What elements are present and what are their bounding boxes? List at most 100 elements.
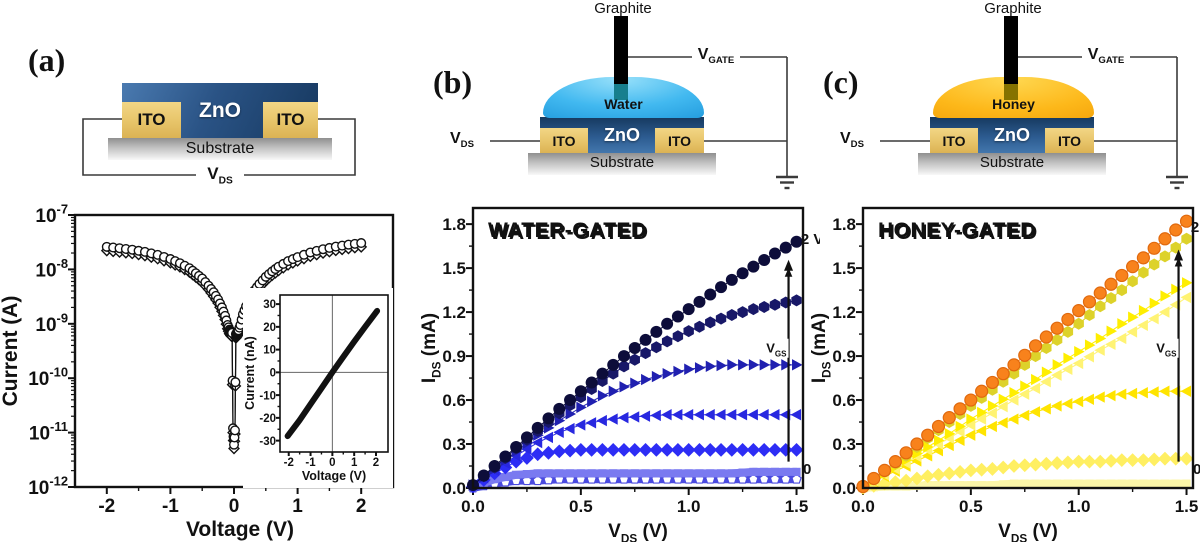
svg-text:Current (nA): Current (nA) — [243, 336, 257, 410]
axes-b: 0.0 0.5 1.0 1.5 0.0 0.3 0.6 0.9 1.2 1.5 1.8 VDS (V)… — [419, 215, 808, 542]
ito-contact-left: ITO — [930, 128, 978, 153]
series-b — [466, 235, 804, 494]
zno-text: ZnO — [199, 98, 241, 122]
vds-subscript: DS — [218, 175, 233, 187]
annotations-b: VGS 2 V 0 — [762, 231, 823, 478]
svg-text:0: 0 — [229, 496, 240, 517]
panel-b-schematic: Substrate ZnO ITO ITO Water Graphite VDS… — [400, 0, 800, 195]
substrate-layer: Substrate — [528, 153, 716, 175]
panel-b-letter: (b) — [433, 64, 473, 100]
svg-text:HONEY-GATED: HONEY-GATED — [880, 221, 1038, 244]
svg-text:Current (A): Current (A) — [0, 296, 22, 407]
vds-symbol: V — [207, 164, 219, 183]
svg-text:1.5: 1.5 — [442, 259, 466, 278]
panel-b-chart: 0.0 0.5 1.0 1.5 0.0 0.3 0.6 0.9 1.2 1.5 1.8 VDS (V)… — [419, 195, 823, 542]
graphite-label: Graphite — [984, 0, 1042, 17]
svg-text:Voltage (V): Voltage (V) — [186, 518, 294, 541]
graphite-rod — [1004, 16, 1018, 84]
series-a_main — [100, 238, 368, 455]
svg-text:0.5: 0.5 — [959, 497, 983, 516]
substrate-layer: Substrate — [918, 153, 1106, 175]
svg-text:VDS (V): VDS (V) — [608, 521, 668, 542]
chart-title-c: HONEY-GATED — [878, 219, 1036, 242]
chart-a-svg: -2 -1 0 1 210-710-810-910-1010-1110-12Voltag… — [0, 201, 395, 541]
svg-text:1: 1 — [292, 496, 303, 517]
graphite-rod — [614, 16, 628, 84]
vds-label: VDS — [196, 163, 244, 187]
svg-text:0.0: 0.0 — [442, 479, 466, 498]
chart-b-svg: 0.0 0.5 1.0 1.5 0.0 0.3 0.6 0.9 1.2 1.5 1.8 VDS (V)… — [419, 206, 823, 542]
axes-c: 0.0 0.5 1.0 1.5 0.0 0.3 0.6 0.9 1.2 1.5 1.8 VDS (V)… — [809, 215, 1199, 542]
vds-symbol: V — [840, 130, 851, 147]
svg-text:0.9: 0.9 — [832, 347, 856, 366]
ground-symbol — [776, 175, 798, 190]
chart-b: 0.0 0.5 1.0 1.5 0.0 0.3 0.6 0.9 1.2 1.5 1.8 VDS (V)… — [419, 206, 823, 542]
svg-text:0.5: 0.5 — [569, 497, 593, 516]
chart-a_main: -2 -1 0 1 210-710-810-910-1010-1110-12Voltag… — [0, 201, 395, 541]
annotations-c: VGS 2 V 0 — [1152, 219, 1200, 478]
ito-contact-right: ITO — [263, 102, 318, 138]
graphite-rod-tip — [614, 84, 628, 100]
ito-contact-right: ITO — [1045, 128, 1094, 153]
panel-a-schematic: ZnO ITO ITO Substrate VDS — [0, 0, 400, 195]
svg-text:1.8: 1.8 — [832, 215, 856, 234]
vgate-label: VGATE — [1082, 46, 1130, 67]
svg-text:0.0: 0.0 — [832, 479, 856, 498]
svg-text:10: 10 — [263, 345, 276, 357]
vgs-min-label: 0 — [803, 461, 811, 478]
svg-text:10-9: 10-9 — [35, 310, 68, 336]
zno-text: ZnO — [604, 124, 640, 145]
svg-text:0.3: 0.3 — [832, 435, 856, 454]
svg-text:2: 2 — [356, 496, 367, 517]
svg-text:0.0: 0.0 — [461, 497, 485, 516]
series-c — [856, 214, 1194, 495]
water-label: Water — [604, 96, 643, 112]
vds-subscript: DS — [460, 139, 474, 151]
svg-text:0.6: 0.6 — [442, 391, 466, 410]
svg-text:0: 0 — [329, 457, 335, 469]
svg-text:-20: -20 — [259, 413, 276, 425]
svg-text:IDS (mA): IDS (mA) — [420, 313, 443, 383]
series-a_inset — [284, 307, 381, 440]
graphite-rod-tip — [1004, 84, 1018, 100]
svg-text:2: 2 — [373, 457, 379, 469]
svg-text:1.0: 1.0 — [677, 497, 701, 516]
svg-text:VGS: VGS — [1156, 341, 1177, 359]
svg-text:1.2: 1.2 — [442, 303, 466, 322]
vgate-symbol: V — [697, 46, 709, 63]
panel-a-chart: -2 -1 0 1 2 10-7 10-8 10-9 10-10 10-11 10-12 Voltag… — [0, 195, 415, 542]
vgate-subscript: GATE — [1098, 55, 1125, 67]
vgate-symbol: V — [1087, 46, 1099, 63]
ground-symbol — [1166, 175, 1188, 190]
ito-contact-left: ITO — [540, 128, 588, 153]
honey-label: Honey — [992, 96, 1035, 112]
panel-a-letter: (a) — [28, 42, 66, 78]
vgs-min-label: 0 — [1193, 461, 1200, 478]
graphite-label: Graphite — [594, 0, 652, 17]
svg-text:30: 30 — [263, 299, 276, 311]
svg-text:10-8: 10-8 — [35, 256, 68, 282]
chart-c: 0.0 0.5 1.0 1.5 0.0 0.3 0.6 0.9 1.2 1.5 1.8 VDS (V)… — [809, 206, 1200, 542]
vds-symbol: V — [450, 130, 461, 147]
svg-text:IDS (mA): IDS (mA) — [810, 313, 833, 383]
svg-text:-10: -10 — [259, 390, 276, 402]
svg-text:1.5: 1.5 — [1175, 497, 1199, 516]
vds-label: VDS — [436, 130, 488, 150]
ito-contact-right: ITO — [655, 128, 704, 153]
svg-text:VDS (V): VDS (V) — [998, 521, 1058, 542]
svg-text:WATER-GATED: WATER-GATED — [490, 221, 649, 244]
panel-c-letter: (c) — [823, 64, 859, 100]
axes-a_main: -2 -1 0 1 210-710-810-910-1010-1110-12Voltag… — [0, 201, 366, 541]
panel-c-wiring — [880, 56, 1188, 190]
chart-title-b: WATER-GATED — [488, 219, 647, 242]
panel-c-chart: 0.0 0.5 1.0 1.5 0.0 0.3 0.6 0.9 1.2 1.5 1.8 VDS (V)… — [809, 195, 1200, 542]
svg-text:0: 0 — [270, 368, 276, 380]
svg-text:-30: -30 — [259, 436, 276, 448]
vds-subscript: DS — [850, 139, 864, 151]
svg-text:VGS: VGS — [766, 341, 787, 359]
svg-text:1.5: 1.5 — [832, 259, 856, 278]
svg-text:1.2: 1.2 — [832, 303, 856, 322]
vgs-max-label: 2 V — [1191, 219, 1200, 236]
